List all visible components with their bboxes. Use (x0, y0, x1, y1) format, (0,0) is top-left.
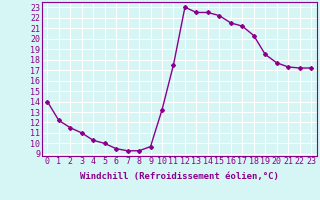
X-axis label: Windchill (Refroidissement éolien,°C): Windchill (Refroidissement éolien,°C) (80, 172, 279, 181)
